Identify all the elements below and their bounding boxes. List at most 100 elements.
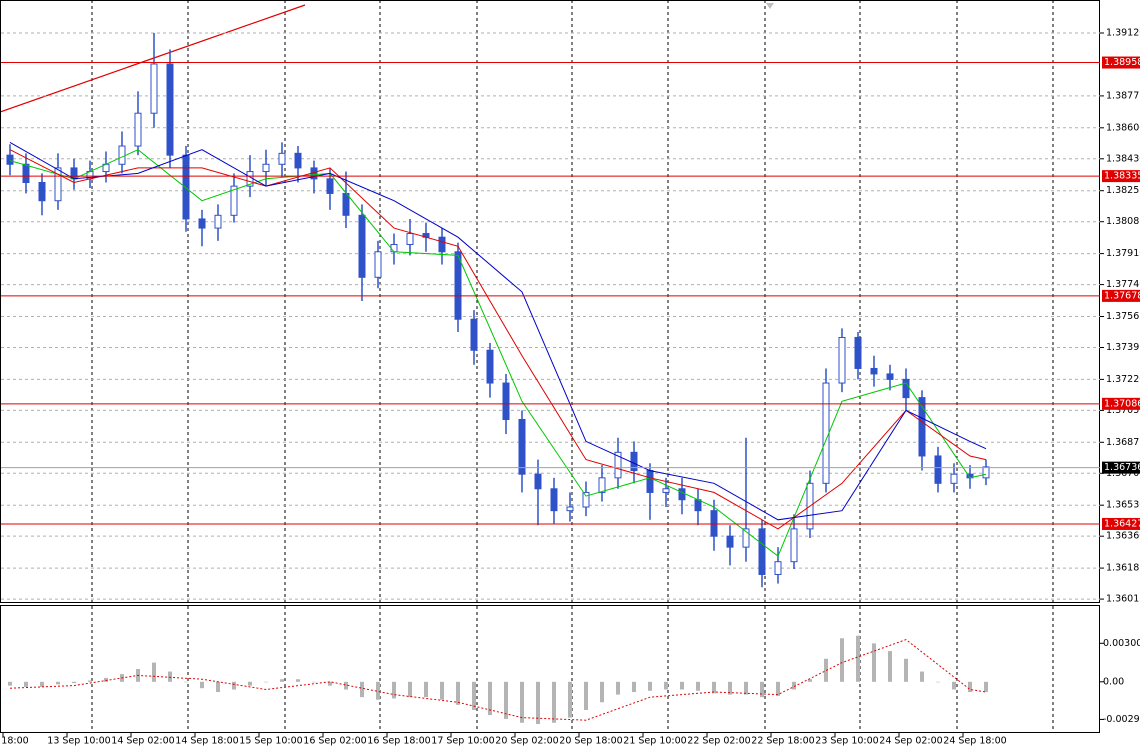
osc-bar — [856, 635, 860, 682]
osc-bar — [840, 638, 844, 682]
osc-bar — [808, 679, 812, 682]
level-label: 1.37086 — [1104, 398, 1140, 409]
x-tick-label: 21 Sep 10:00 — [623, 736, 686, 747]
x-tick-label: 20 Sep 02:00 — [495, 736, 558, 747]
signal-line — [9, 639, 987, 721]
candle-body — [54, 167, 62, 202]
osc-bar — [696, 681, 700, 691]
candle-body — [662, 488, 670, 493]
osc-bar — [664, 681, 668, 690]
level-label: 1.38958 — [1104, 57, 1140, 68]
osc-bar — [824, 658, 828, 682]
x-tick-label: 14 Sep 18:00 — [175, 736, 238, 747]
osc-bar — [184, 681, 188, 683]
osc-bar — [968, 681, 972, 693]
osc-tick-label: -0.00294 — [1103, 714, 1140, 725]
candle-body — [262, 163, 270, 173]
level-tag — [1102, 170, 1140, 183]
y-tick-label: 1.38085 — [1106, 216, 1140, 227]
osc-bar — [248, 681, 252, 686]
osc-bar — [536, 681, 540, 725]
candle-body — [486, 349, 494, 384]
x-tick-label: 16 Sep 02:00 — [303, 736, 366, 747]
main-panel-frame — [0, 0, 1100, 603]
y-tick-label: 1.37050 — [1106, 405, 1140, 416]
candle-body — [6, 154, 14, 165]
candle-body — [406, 233, 414, 245]
candle-body — [214, 214, 222, 229]
x-tick-label: 15 Sep 10:00 — [239, 736, 302, 747]
osc-bar — [920, 671, 924, 682]
x-tick-label: 22 Sep 02:00 — [687, 736, 750, 747]
osc-bar — [600, 681, 604, 703]
osc-bar — [648, 681, 652, 691]
osc-bar — [456, 681, 460, 705]
candle-body — [534, 473, 542, 490]
level-label: 1.38335 — [1104, 171, 1140, 182]
x-tick-label: 18:00 — [1, 736, 28, 747]
candle-body — [230, 185, 238, 216]
osc-bar — [424, 681, 428, 698]
osc-bar — [200, 681, 204, 689]
osc-bar — [744, 681, 748, 695]
y-tick-label: 1.37740 — [1106, 279, 1140, 290]
y-tick-label: 1.36530 — [1106, 500, 1140, 511]
candle-body — [326, 178, 334, 194]
candle-body — [710, 510, 718, 537]
osc-bar — [472, 681, 476, 710]
sub-panel-frame — [0, 605, 1100, 733]
x-tick-label: 22 Sep 18:00 — [751, 736, 814, 747]
osc-bar — [952, 681, 956, 690]
y-tick-label: 1.39120 — [1106, 27, 1140, 38]
osc-bar — [712, 681, 716, 694]
osc-bar — [360, 681, 364, 698]
osc-bar — [568, 681, 572, 718]
candle-body — [646, 470, 654, 493]
osc-bar — [392, 681, 396, 699]
candle-body — [726, 535, 734, 548]
osc-bar — [296, 679, 300, 682]
osc-bar — [632, 681, 636, 693]
osc-bar — [152, 662, 156, 682]
osc-bar — [616, 681, 620, 695]
level-label: 1.37678 — [1104, 290, 1140, 301]
candle-body — [294, 152, 302, 169]
x-tick-label: 24 Sep 18:00 — [943, 736, 1006, 747]
osc-bar — [24, 681, 28, 687]
candle-body — [598, 477, 606, 493]
candle-body — [518, 419, 526, 475]
candle-body — [870, 367, 878, 375]
candle-body — [22, 163, 30, 183]
candle-body — [182, 154, 190, 220]
candle-body — [694, 499, 702, 512]
osc-tick-label: 0.00 — [1103, 676, 1124, 687]
candle-body — [438, 236, 446, 253]
grid — [91, 0, 1054, 733]
osc-bar — [408, 681, 412, 698]
candle-body — [678, 488, 686, 501]
y-tick-label: 1.36875 — [1106, 437, 1140, 448]
candle-body — [582, 491, 590, 508]
candle-body — [454, 251, 462, 320]
osc-bar — [504, 681, 508, 719]
x-tick-label: 23 Sep 10:00 — [815, 736, 878, 747]
candle-body — [838, 336, 846, 384]
osc-bar — [936, 681, 940, 683]
candle-body — [790, 528, 798, 563]
osc-bar — [488, 681, 492, 716]
osc-tick-label: 0.003008 — [1103, 638, 1140, 649]
candle-body — [614, 451, 622, 479]
osc-bar — [328, 681, 332, 686]
osc-bar — [216, 681, 220, 693]
osc-bar — [728, 681, 732, 695]
candle-body — [166, 63, 174, 156]
moving-average — [9, 149, 987, 530]
y-tick-label: 1.38255 — [1106, 185, 1140, 196]
candle-body — [774, 561, 782, 575]
candle-body — [278, 152, 286, 165]
x-tick-label: 20 Sep 18:00 — [559, 736, 622, 747]
candle-body — [934, 455, 942, 484]
x-tick-label: 16 Sep 18:00 — [367, 736, 430, 747]
